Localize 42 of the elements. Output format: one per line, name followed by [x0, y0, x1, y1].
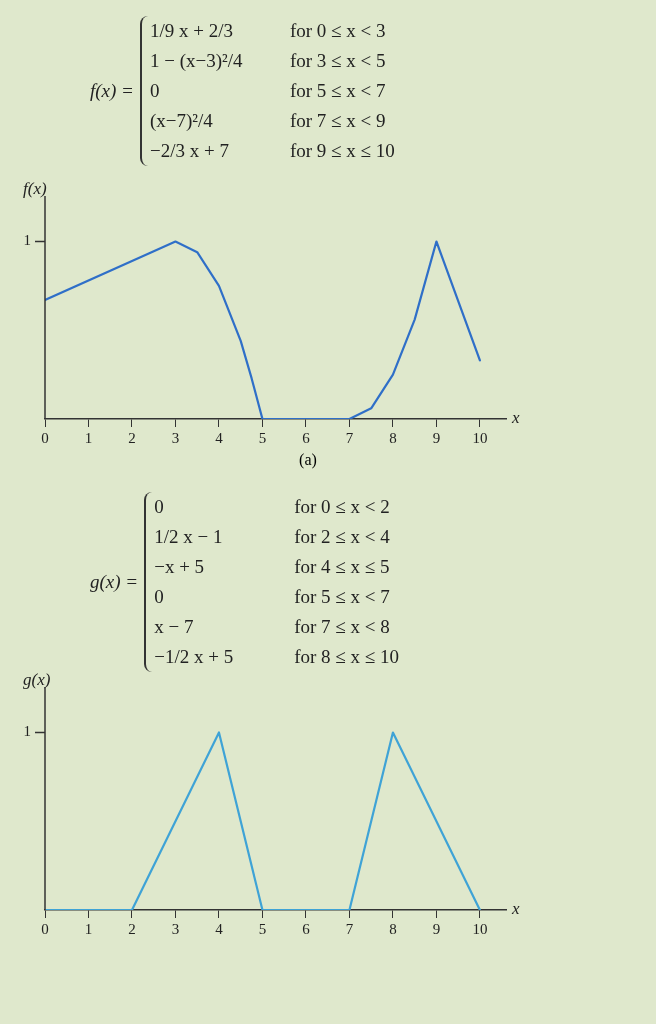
text: 1	[23, 232, 31, 249]
y-axis-title: g(x)	[23, 669, 51, 689]
x-tick-label: 8	[389, 429, 397, 446]
x-axis-title: x	[511, 408, 520, 428]
x-tick-label: 5	[258, 920, 267, 937]
text: 0 for 5 ≤ x < 7	[154, 586, 390, 607]
x-tick-label: 0	[41, 429, 49, 446]
x-tick-label: 6	[302, 920, 311, 937]
x-tick-label: 7	[345, 920, 354, 937]
x-tick-label: 1	[84, 429, 93, 446]
x-tick-label: 0	[41, 920, 49, 937]
x-tick-label: 4	[215, 429, 224, 446]
chart-title: f(x) =	[90, 80, 134, 102]
x-tick-label: 7	[345, 429, 354, 446]
x-tick-label: 2	[128, 429, 136, 446]
text: 0 for 5 ≤ x < 7	[149, 80, 386, 101]
x-tick-label: 1	[84, 920, 93, 937]
y-axis-title: f(x)	[23, 178, 47, 198]
text: −2/3 x + 7 for 9 ≤ x ≤ 10	[149, 140, 395, 161]
text: 1/2 x − 1 for 2 ≤ x < 4	[154, 526, 390, 547]
text: 1 − (x−3)²/4 for 3 ≤ x < 5	[149, 50, 386, 71]
x-tick-label: 10	[472, 920, 488, 937]
x-tick-label: 3	[171, 920, 180, 937]
x-tick-label: 5	[258, 429, 267, 446]
text: −1/2 x + 5 for 8 ≤ x ≤ 10	[154, 646, 399, 667]
text: 1/9 x + 2/3 for 0 ≤ x < 3	[149, 20, 386, 41]
text: (x−7)²/4 for 7 ≤ x < 9	[149, 110, 386, 131]
x-tick-label: 6	[302, 429, 311, 446]
x-tick-label: 9	[432, 920, 441, 937]
text: 1	[23, 723, 31, 740]
x-tick-label: 8	[389, 920, 397, 937]
x-tick-label: 9	[432, 429, 441, 446]
chart-title: g(x) =	[90, 571, 139, 593]
text: −x + 5 for 4 ≤ x ≤ 5	[154, 556, 390, 577]
x-axis-title: x	[511, 899, 520, 919]
x-tick-label: 4	[215, 920, 224, 937]
x-tick-label: 2	[128, 920, 136, 937]
text: (a)	[298, 451, 318, 471]
text: x − 7 for 7 ≤ x < 8	[154, 616, 390, 637]
x-tick-label: 10	[472, 429, 488, 446]
text: 0 for 0 ≤ x < 2	[154, 496, 390, 517]
x-tick-label: 3	[171, 429, 180, 446]
